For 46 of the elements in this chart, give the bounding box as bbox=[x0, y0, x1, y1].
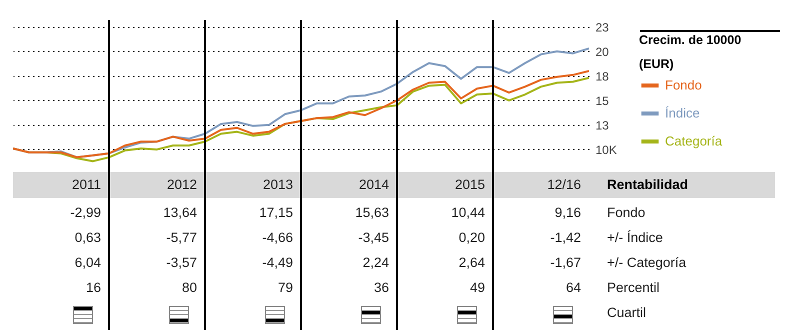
data-label: 0,63 bbox=[74, 230, 102, 245]
y-tick-label: +/- Índice bbox=[607, 230, 663, 245]
data-label: -4,49 bbox=[261, 255, 294, 270]
x-tick-label: 2015 bbox=[454, 177, 486, 192]
data-label: 2,64 bbox=[458, 255, 486, 270]
y-tick-label: 20 bbox=[596, 44, 610, 59]
y-tick-label: Cuartil bbox=[607, 305, 646, 320]
y-tick-label: Fondo bbox=[607, 205, 646, 220]
data-label: -1,42 bbox=[549, 230, 582, 245]
legend-label: Índice bbox=[665, 106, 700, 120]
data-label: 0,20 bbox=[458, 230, 486, 245]
data-label: 80 bbox=[180, 280, 198, 295]
x-tick-label: 2014 bbox=[358, 177, 390, 192]
x-tick-label: 2011 bbox=[70, 177, 102, 192]
legend-label: Categoría bbox=[665, 134, 723, 148]
data-label: -4,66 bbox=[261, 230, 294, 245]
data-label: 17,15 bbox=[258, 205, 294, 220]
y-tick-label: +/- Categoría bbox=[607, 255, 686, 270]
legend-title: Crecim. de 10000 (EUR) bbox=[639, 33, 742, 71]
data-label: -5,77 bbox=[165, 230, 198, 245]
x-tick-label: 2012 bbox=[166, 177, 198, 192]
x-tick-label: 2013 bbox=[262, 177, 294, 192]
data-label: 36 bbox=[372, 280, 390, 295]
y-tick-label: 13 bbox=[596, 118, 610, 132]
data-label: 6,04 bbox=[74, 255, 102, 270]
data-label: -3,45 bbox=[357, 230, 390, 245]
x-tick-label: 12/16 bbox=[546, 177, 582, 192]
data-label: -3,57 bbox=[165, 255, 198, 270]
data-label: 2,24 bbox=[362, 255, 390, 270]
y-tick-label: 15 bbox=[596, 94, 610, 108]
data-label: -1,67 bbox=[549, 255, 582, 270]
data-label: 15,63 bbox=[354, 205, 390, 220]
y-tick-label: 23 bbox=[596, 20, 610, 34]
y-tick-label: Percentil bbox=[607, 280, 660, 295]
data-label: 9,16 bbox=[554, 205, 582, 220]
legend-label: Fondo bbox=[665, 78, 702, 92]
data-label: 10,44 bbox=[450, 205, 486, 220]
data-label: 64 bbox=[564, 280, 582, 295]
data-label: 49 bbox=[468, 280, 486, 295]
data-label: 13,64 bbox=[162, 205, 198, 220]
y-tick-label: 10K bbox=[596, 142, 617, 157]
data-label: 79 bbox=[276, 280, 294, 295]
y-tick-label: 18 bbox=[596, 69, 610, 84]
data-label: -2,99 bbox=[69, 205, 102, 220]
data-label: 16 bbox=[84, 280, 102, 295]
text: Rentabilidad bbox=[607, 177, 688, 192]
